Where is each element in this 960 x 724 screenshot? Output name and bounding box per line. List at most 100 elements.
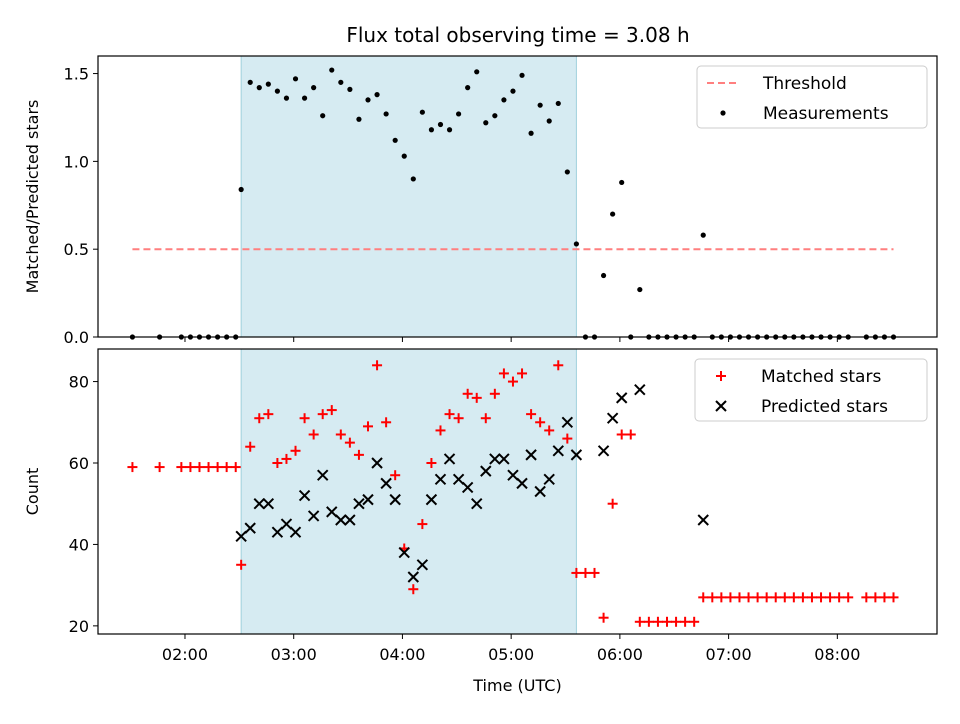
- matched-point: [453, 413, 464, 424]
- data-point: [283, 95, 290, 101]
- x-b: [498, 453, 510, 465]
- x-tick-label: 02:00: [162, 645, 208, 664]
- matched-point: [381, 417, 392, 428]
- matched-point: [471, 392, 482, 403]
- data-point: [446, 127, 453, 133]
- matched-point: [589, 567, 600, 578]
- matched-point: [254, 413, 265, 424]
- matched-point: [607, 498, 618, 509]
- x-b: [244, 522, 256, 534]
- x-b: [353, 498, 365, 510]
- predicted-point: [606, 412, 619, 424]
- predicted-point: [498, 453, 510, 465]
- x-b: [253, 498, 265, 510]
- matched-point: [806, 592, 817, 603]
- y-tick-label: 60: [69, 454, 89, 473]
- data-point: [311, 85, 317, 91]
- data-point: [564, 169, 570, 175]
- y-tick-label: 20: [69, 617, 89, 636]
- predicted-point: [371, 457, 383, 469]
- x-b: [634, 384, 646, 396]
- matched-point: [154, 462, 165, 473]
- count-panel: 20 40 60 80 02:00 03:00 04:00 05:00 06:00 07:00 08…: [23, 348, 938, 695]
- predicted-point: [516, 477, 528, 490]
- predicted-point: [525, 449, 537, 461]
- data-point: [392, 137, 398, 143]
- x-b: [471, 498, 483, 510]
- y-axis-label: Count: [23, 468, 42, 516]
- x-b: [525, 449, 537, 461]
- data-point: [347, 86, 353, 92]
- data-point: [437, 121, 444, 128]
- x-b: [407, 571, 420, 583]
- data-point: [619, 179, 625, 186]
- x-tick-label: 03:00: [271, 645, 317, 664]
- predicted-point: [534, 485, 546, 498]
- matched-point: [535, 417, 546, 428]
- matched-point: [526, 409, 537, 420]
- matched-point: [417, 519, 428, 530]
- predicted-point: [425, 493, 438, 506]
- matched-point: [671, 616, 682, 627]
- matched-point: [698, 592, 709, 603]
- matched-point: [176, 462, 187, 473]
- data-point: [555, 100, 561, 107]
- y-tick-label: 0.0: [64, 328, 89, 347]
- x-b: [307, 510, 320, 522]
- matched-point: [185, 462, 196, 473]
- y-tick-label: 1.0: [64, 152, 89, 171]
- x-b: [507, 469, 519, 481]
- data-point: [456, 111, 462, 117]
- matched-point: [236, 559, 247, 570]
- matched-point: [843, 592, 854, 603]
- legend-label: Predicted stars: [761, 397, 888, 417]
- matched-point: [462, 388, 473, 399]
- x-b: [316, 469, 329, 481]
- matched-point: [517, 368, 528, 379]
- matched-point: [426, 458, 437, 468]
- data-point: [301, 95, 308, 101]
- x-b: [398, 546, 410, 559]
- shaded-interval: [240, 55, 577, 338]
- matched-point: [544, 425, 555, 436]
- matched-point: [230, 462, 241, 473]
- matched-point: [290, 445, 301, 456]
- matched-point: [272, 458, 283, 468]
- axes-frame: [97, 348, 938, 635]
- y-tick-label: 80: [69, 373, 89, 392]
- x-b: [380, 477, 392, 490]
- matched-point: [245, 441, 256, 452]
- data-point: [356, 116, 362, 122]
- data-point: [410, 176, 416, 182]
- predicted-point: [416, 559, 429, 571]
- matched-point: [281, 453, 292, 464]
- predicted-point: [398, 546, 410, 559]
- matched-point: [408, 584, 419, 595]
- data-point: [483, 120, 489, 126]
- x-b: [434, 473, 447, 485]
- x-b: [606, 412, 619, 424]
- matched-point: [372, 360, 383, 371]
- matched-point: [571, 567, 582, 578]
- x-b: [543, 473, 555, 485]
- x-b: [416, 559, 429, 571]
- axes-frame: [97, 55, 938, 338]
- data-point: [465, 85, 471, 91]
- matched-point: [734, 592, 745, 603]
- data-point: [401, 153, 407, 159]
- matched-point: [598, 612, 609, 623]
- y-tick-label: 0.5: [64, 240, 89, 259]
- predicted-point: [235, 530, 247, 542]
- matched-point: [861, 592, 872, 603]
- legend-label: Threshold: [762, 74, 847, 94]
- data-point: [510, 88, 516, 94]
- data-point: [546, 118, 552, 124]
- x-b: [235, 530, 247, 542]
- data-point: [637, 286, 643, 293]
- legend-dot-swatch: [720, 110, 726, 116]
- x-b: [452, 473, 465, 485]
- x-b: [516, 477, 528, 490]
- x-b: [489, 453, 501, 465]
- matched-point: [680, 616, 691, 627]
